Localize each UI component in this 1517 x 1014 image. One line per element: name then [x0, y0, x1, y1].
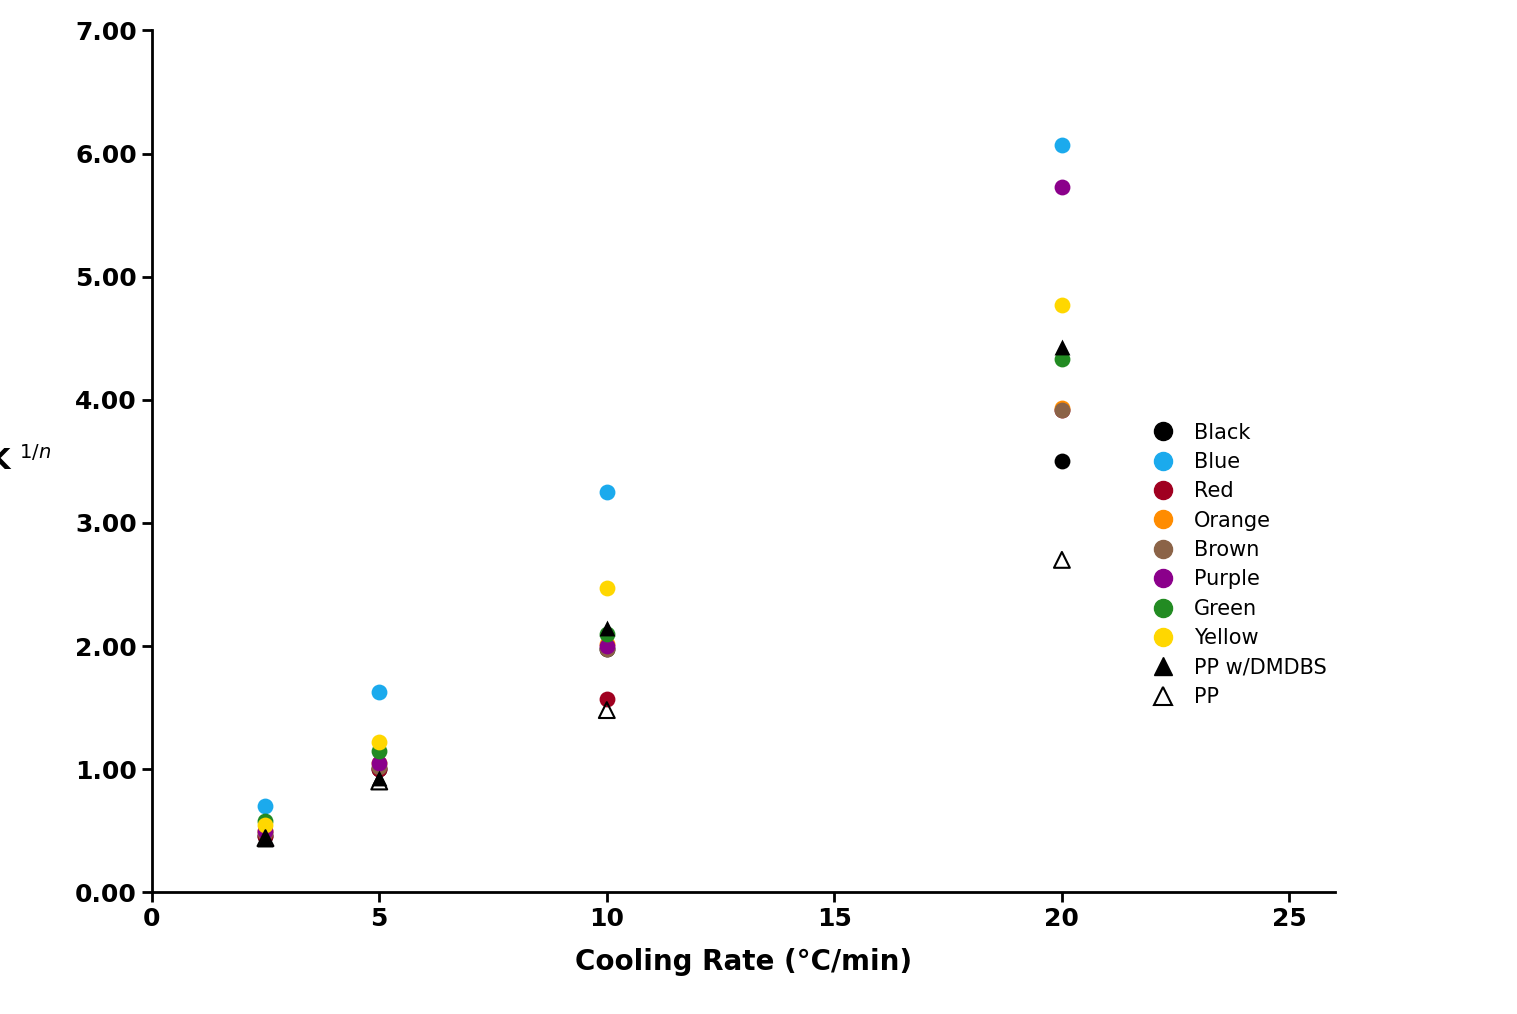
Point — [595, 702, 619, 718]
Point — [595, 641, 619, 657]
Point — [595, 626, 619, 642]
Point — [1050, 351, 1074, 367]
Point — [1050, 402, 1074, 418]
Point — [367, 754, 391, 771]
Point — [253, 822, 278, 839]
Point — [595, 641, 619, 657]
Point — [253, 827, 278, 844]
Y-axis label: K $^{1/n}$: K $^{1/n}$ — [0, 446, 52, 477]
Point — [253, 822, 278, 839]
Point — [367, 754, 391, 771]
Point — [367, 758, 391, 775]
Point — [253, 825, 278, 842]
Point — [1050, 552, 1074, 568]
Point — [253, 816, 278, 832]
Point — [367, 762, 391, 778]
Point — [253, 813, 278, 829]
Point — [253, 827, 278, 844]
Legend: Black, Blue, Red, Orange, Brown, Purple, Green, Yellow, PP w/DMDBS, PP: Black, Blue, Red, Orange, Brown, Purple,… — [1133, 415, 1335, 715]
Point — [595, 620, 619, 636]
Point — [595, 691, 619, 707]
Point — [1050, 401, 1074, 417]
Point — [1050, 453, 1074, 469]
Point — [367, 774, 391, 790]
Point — [1050, 402, 1074, 418]
Point — [1050, 297, 1074, 313]
Point — [595, 636, 619, 652]
Point — [253, 831, 278, 848]
Point — [367, 762, 391, 778]
X-axis label: Cooling Rate (°C/min): Cooling Rate (°C/min) — [575, 947, 912, 975]
Point — [367, 683, 391, 700]
Point — [367, 770, 391, 786]
Point — [253, 798, 278, 814]
Point — [367, 734, 391, 750]
Point — [1050, 178, 1074, 195]
Point — [595, 638, 619, 654]
Point — [367, 742, 391, 758]
Point — [595, 484, 619, 500]
Point — [1050, 137, 1074, 153]
Point — [1050, 339, 1074, 355]
Point — [253, 830, 278, 847]
Point — [595, 580, 619, 596]
